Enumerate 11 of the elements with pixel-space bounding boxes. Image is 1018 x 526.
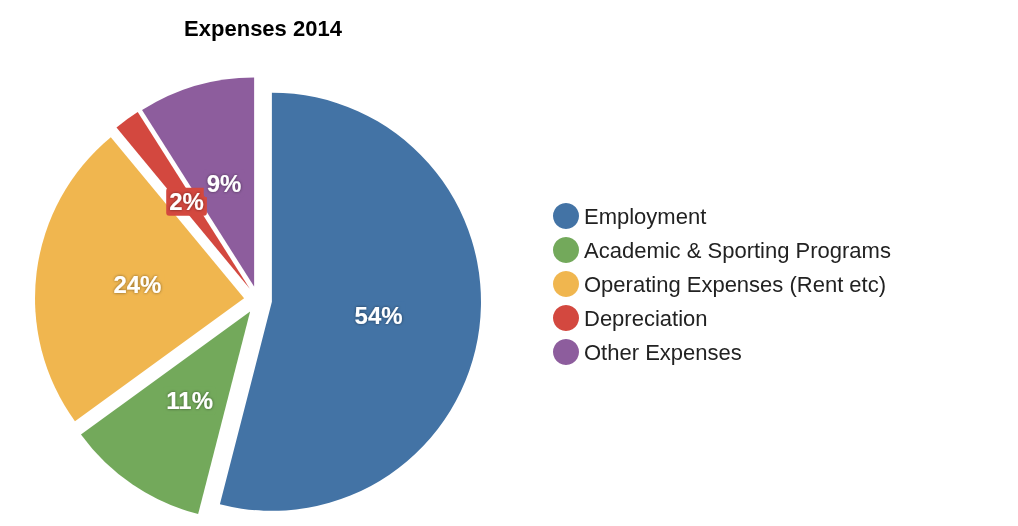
data-label: 54% [354,301,403,329]
legend-label: Operating Expenses (Rent etc) [584,271,887,297]
data-label: 24% [113,271,162,299]
data-label: 9% [206,169,242,197]
legend-label: Academic & Sporting Programs [584,237,891,263]
chart-title: Expenses 2014 [184,15,343,41]
data-label: 2% [169,188,204,216]
data-label: 11% [166,387,214,415]
legend-label: Depreciation [584,305,708,331]
legend-label: Other Expenses [584,339,742,365]
legend-label: Employment [584,203,707,229]
